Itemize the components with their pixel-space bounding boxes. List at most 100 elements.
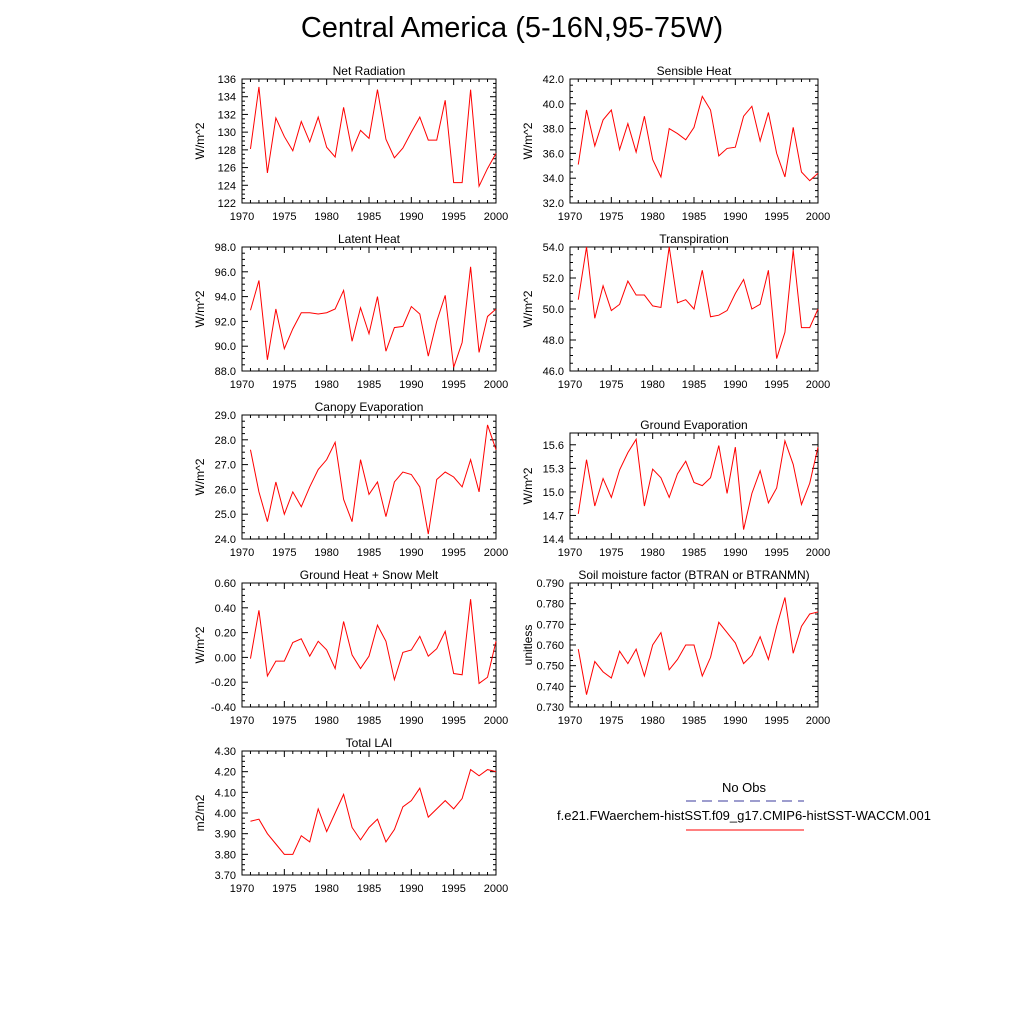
y-tick-label: 15.3 (543, 463, 564, 475)
y-tick-label: -0.20 (211, 677, 236, 689)
y-tick-label: 3.80 (215, 849, 236, 861)
y-axis-label: unitless (521, 625, 535, 666)
series-line (577, 95, 819, 182)
series-line (249, 86, 497, 189)
y-tick-label: 32.0 (543, 198, 564, 210)
x-tick-label: 1970 (558, 715, 582, 727)
series-line (577, 597, 819, 695)
x-tick-label: 1995 (441, 547, 465, 559)
x-tick-label: 2000 (806, 715, 830, 727)
panel-latent-heat: 1970 1975 1980 1985 1990 1995 2000 88.0 90.0 92.0… (193, 232, 508, 391)
panel-title: Ground Evaporation (640, 418, 747, 432)
x-tick-label: 1980 (314, 211, 338, 223)
y-tick-label: 0.790 (536, 578, 564, 590)
y-tick-label: 54.0 (543, 242, 564, 254)
series-line (250, 768, 497, 855)
plot-frame (241, 414, 497, 540)
x-tick-label: 1985 (357, 715, 381, 727)
panel-total-lai: 1970 1975 1980 1985 1990 1995 2000 3.70 3.80 3.90… (193, 736, 508, 895)
y-tick-label: 15.0 (543, 487, 564, 499)
x-tick-label: 1985 (357, 547, 381, 559)
y-tick-label: 36.0 (543, 148, 564, 160)
plot-frame (241, 582, 497, 708)
y-tick-label: 26.0 (215, 484, 236, 496)
panel-title: Sensible Heat (657, 64, 732, 78)
legend-model-label: f.e21.FWaerchem-histSST.f09_g17.CMIP6-hi… (557, 808, 931, 823)
x-tick-label: 1975 (272, 547, 296, 559)
x-tick-label: 2000 (484, 715, 508, 727)
panel-title: Latent Heat (338, 232, 401, 246)
y-axis-label: W/m^2 (521, 122, 535, 159)
y-tick-label: 130 (218, 127, 236, 139)
y-tick-label: -0.40 (211, 702, 236, 714)
y-tick-label: 40.0 (543, 99, 564, 111)
x-tick-label: 1990 (399, 211, 423, 223)
panel-soil-moisture-factor-btran-or-btranmn: 1970 1975 1980 1985 1990 1995 2000 0.730 0.740 0.… (521, 568, 830, 727)
x-tick-label: 1995 (441, 715, 465, 727)
y-tick-label: 24.0 (215, 534, 236, 546)
x-tick-label: 1975 (272, 883, 296, 895)
y-tick-label: 0.750 (536, 661, 564, 673)
y-tick-label: 98.0 (215, 242, 236, 254)
plot-frame (569, 78, 819, 204)
x-tick-label: 2000 (484, 883, 508, 895)
x-tick-label: 1980 (640, 715, 664, 727)
x-tick-label: 1970 (230, 715, 254, 727)
y-tick-label: 15.6 (543, 440, 564, 452)
x-tick-label: 2000 (806, 379, 830, 391)
x-tick-label: 1995 (764, 379, 788, 391)
y-tick-label: 0.20 (215, 628, 236, 640)
panel-ground-evaporation: 1970 1975 1980 1985 1990 1995 2000 14.4 14.7 15.0… (521, 418, 830, 559)
plot-frame (241, 750, 497, 876)
x-tick-label: 1985 (357, 211, 381, 223)
x-tick-label: 1970 (558, 211, 582, 223)
x-tick-label: 1975 (599, 715, 623, 727)
y-tick-label: 92.0 (215, 316, 236, 328)
y-tick-label: 52.0 (543, 273, 564, 285)
y-tick-label: 48.0 (543, 335, 564, 347)
y-tick-label: 136 (218, 74, 236, 86)
x-tick-label: 1980 (314, 715, 338, 727)
x-tick-label: 1975 (599, 379, 623, 391)
y-tick-label: 0.770 (536, 619, 564, 631)
y-tick-label: 4.30 (215, 746, 236, 758)
x-tick-label: 1980 (314, 547, 338, 559)
x-tick-label: 1990 (399, 379, 423, 391)
panel-canopy-evaporation: 1970 1975 1980 1985 1990 1995 2000 24.0 25.0 26.0… (193, 400, 508, 559)
y-tick-label: 126 (218, 163, 236, 175)
x-tick-label: 1970 (230, 883, 254, 895)
x-tick-label: 1975 (272, 379, 296, 391)
y-tick-label: 132 (218, 109, 236, 121)
y-tick-label: 4.20 (215, 767, 236, 779)
y-axis-label: W/m^2 (193, 122, 207, 159)
y-tick-label: 0.760 (536, 640, 564, 652)
y-tick-label: 4.00 (215, 808, 236, 820)
x-tick-label: 1990 (399, 547, 423, 559)
x-tick-label: 1975 (599, 211, 623, 223)
series-line (577, 437, 819, 530)
y-tick-label: 38.0 (543, 124, 564, 136)
x-tick-label: 1975 (272, 715, 296, 727)
y-tick-label: 42.0 (543, 74, 564, 86)
x-tick-label: 1990 (723, 211, 747, 223)
series-line (249, 266, 497, 368)
y-tick-label: 96.0 (215, 267, 236, 279)
panel-sensible-heat: 1970 1975 1980 1985 1990 1995 2000 32.0 34.0 36.0… (521, 64, 830, 223)
figure-title: Central America (5-16N,95-75W) (300, 12, 724, 44)
y-axis-label: W/m^2 (193, 458, 207, 495)
y-tick-label: 0.00 (215, 652, 236, 664)
y-tick-label: 88.0 (215, 366, 236, 378)
plot-frame (241, 246, 497, 372)
y-axis-label: W/m^2 (193, 626, 207, 663)
panel-title: Soil moisture factor (BTRAN or BTRANMN) (578, 568, 809, 582)
x-tick-label: 1990 (723, 547, 747, 559)
x-tick-label: 1970 (230, 547, 254, 559)
legend-obs-label: No Obs (722, 780, 767, 795)
series-line (249, 599, 497, 685)
y-tick-label: 0.740 (536, 681, 564, 693)
panel-title: Canopy Evaporation (315, 400, 424, 414)
y-tick-label: 122 (218, 198, 236, 210)
legend: No Obs f.e21.FWaerchem-histSST.f09_g17.CM… (557, 780, 931, 831)
